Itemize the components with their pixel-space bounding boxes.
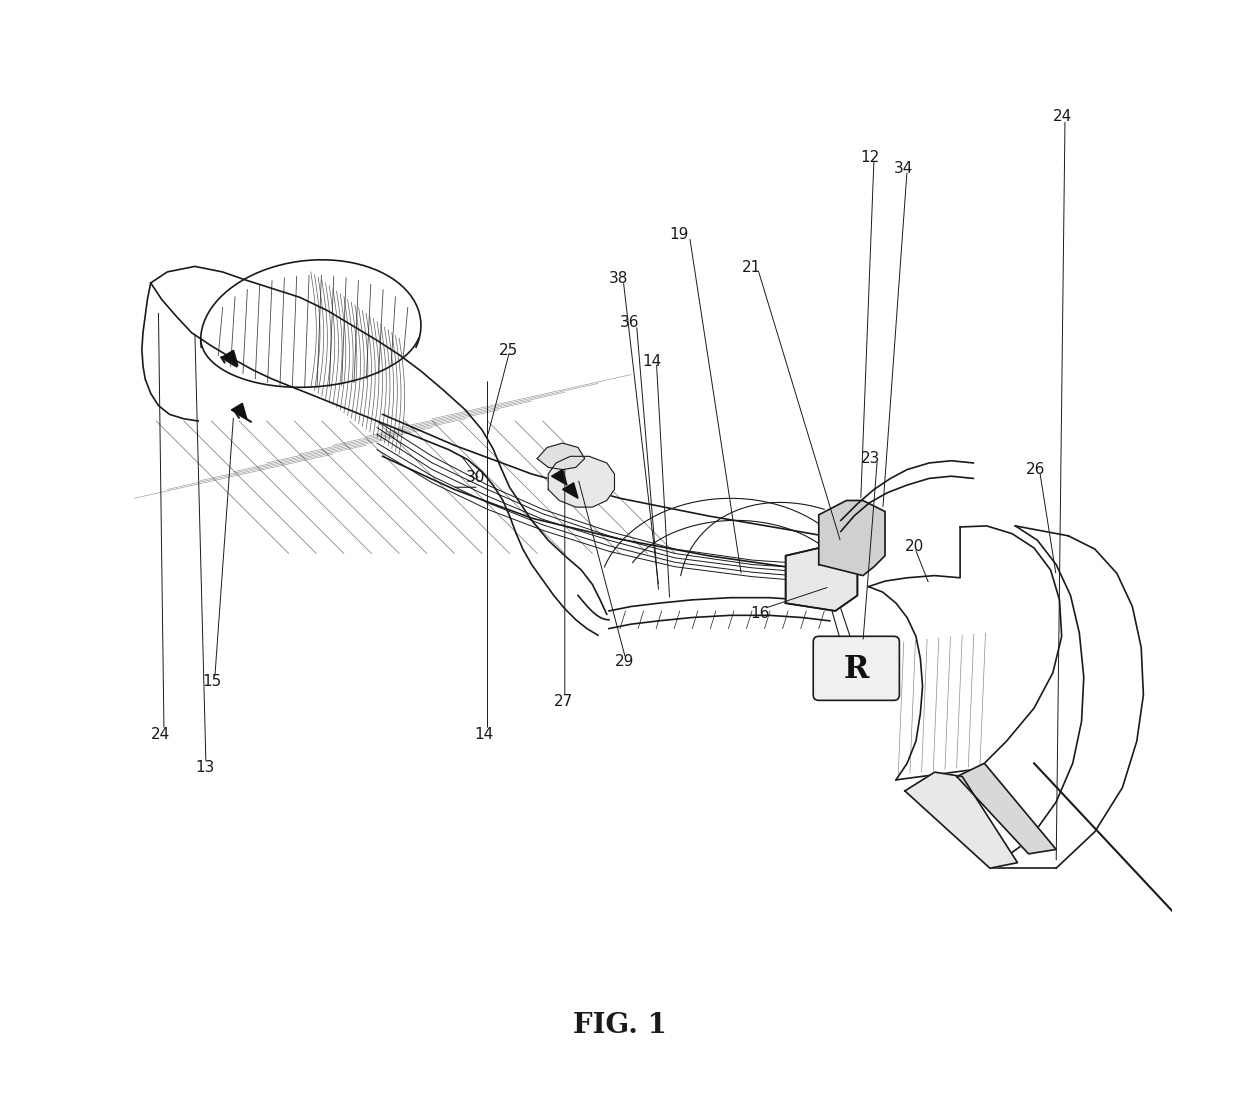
Polygon shape	[232, 403, 247, 418]
Text: 14: 14	[474, 727, 494, 742]
Polygon shape	[552, 469, 567, 485]
Polygon shape	[548, 456, 615, 507]
Text: 24: 24	[1053, 108, 1073, 124]
Text: FIG. 1: FIG. 1	[573, 1013, 667, 1039]
Polygon shape	[786, 545, 857, 611]
Text: 13: 13	[195, 761, 215, 775]
Text: 24: 24	[151, 727, 170, 742]
Polygon shape	[957, 764, 1056, 853]
Polygon shape	[905, 773, 1018, 868]
Polygon shape	[818, 500, 885, 576]
Text: 21: 21	[742, 260, 760, 275]
Text: 20: 20	[905, 539, 924, 555]
Text: 14: 14	[642, 354, 661, 369]
Text: 36: 36	[620, 315, 640, 330]
Text: 29: 29	[615, 654, 634, 669]
Text: 15: 15	[202, 674, 222, 689]
Text: 38: 38	[609, 271, 629, 286]
Text: 34: 34	[894, 161, 913, 176]
Text: R: R	[843, 654, 869, 685]
Text: 30: 30	[465, 469, 485, 485]
Text: 19: 19	[670, 227, 689, 241]
Text: 27: 27	[554, 694, 573, 708]
Text: 12: 12	[861, 149, 880, 165]
Text: 16: 16	[750, 606, 770, 621]
Polygon shape	[563, 483, 578, 498]
Polygon shape	[222, 350, 238, 365]
FancyBboxPatch shape	[813, 637, 899, 701]
Text: 25: 25	[498, 343, 518, 358]
Text: 23: 23	[861, 451, 880, 466]
Polygon shape	[537, 443, 585, 469]
Text: 26: 26	[1027, 462, 1045, 477]
